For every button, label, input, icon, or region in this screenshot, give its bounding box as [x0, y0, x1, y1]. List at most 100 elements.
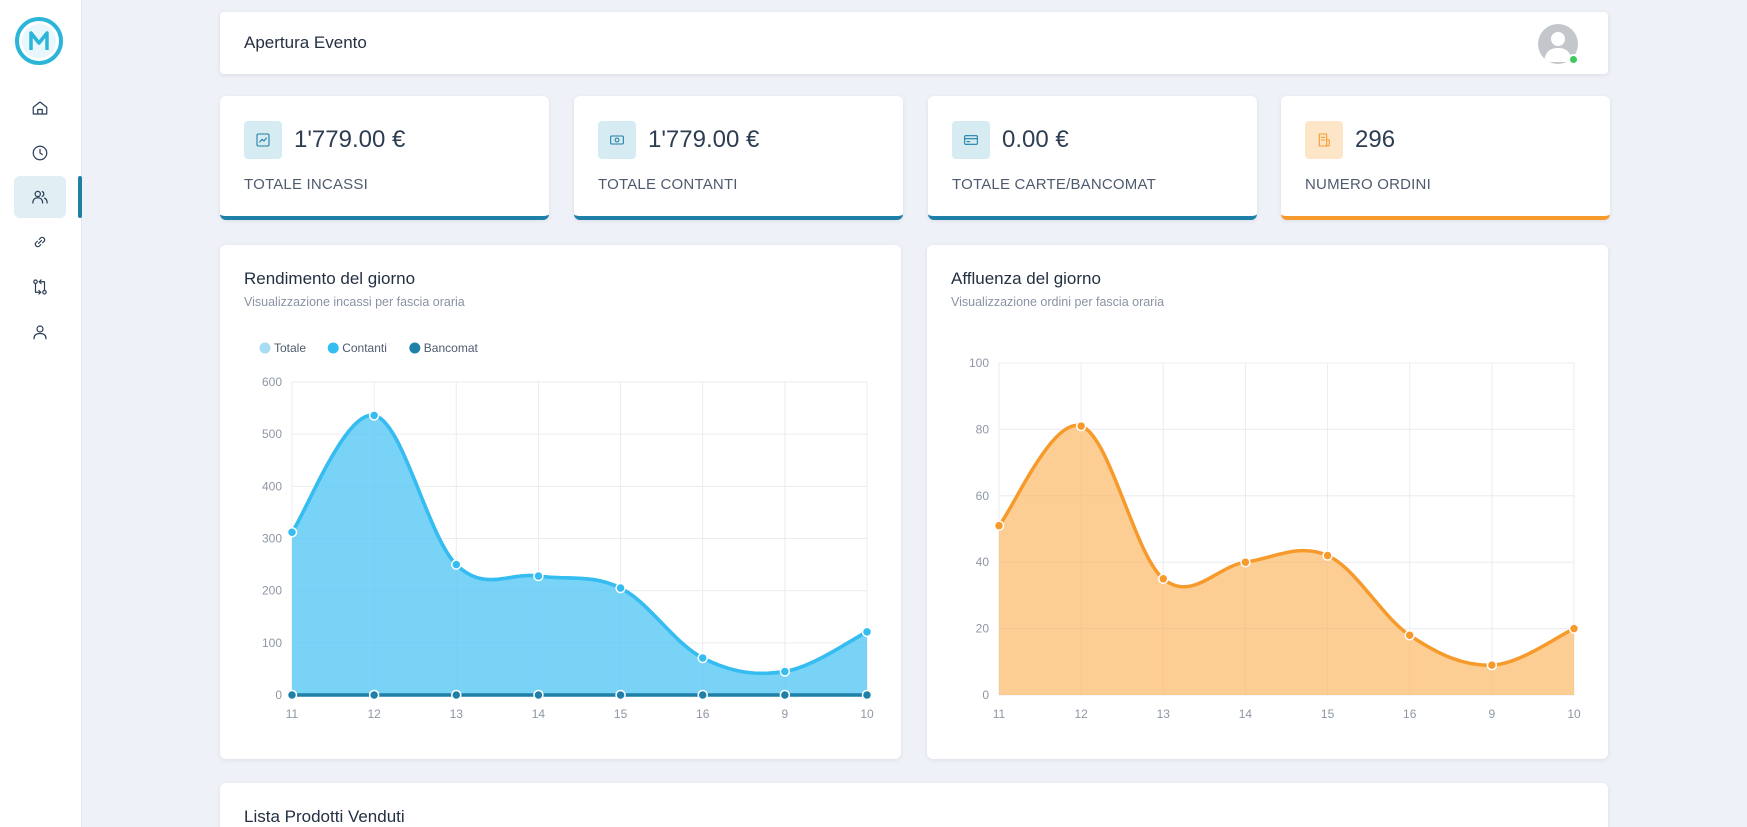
- data-point: [1404, 629, 1415, 641]
- x-tick-label: 14: [532, 707, 546, 721]
- data-point: [697, 689, 708, 701]
- data-point: [861, 689, 873, 701]
- data-point: [1486, 659, 1498, 671]
- clock-icon: [32, 145, 48, 161]
- home-icon: [32, 101, 48, 115]
- stat-label: TOTALE INCASSI: [244, 176, 368, 193]
- sidebar-item-users[interactable]: [14, 176, 66, 218]
- data-point: [615, 582, 626, 594]
- data-point: [1568, 623, 1580, 634]
- series-area: [999, 425, 1574, 695]
- active-indicator: [78, 176, 82, 218]
- stat-value: 1'779.00 €: [648, 126, 760, 153]
- data-point: [533, 689, 544, 701]
- y-tick-label: 0: [982, 688, 989, 702]
- traffic-chart-card: Affluenza del giorno Visualizzazione ord…: [927, 245, 1608, 759]
- revenue-chart-card: Rendimento del giorno Visualizzazione in…: [220, 245, 901, 759]
- legend-swatch: [409, 342, 421, 354]
- data-point: [533, 570, 544, 582]
- data-point: [1322, 550, 1333, 561]
- data-point: [1075, 420, 1087, 432]
- cash-icon: [598, 121, 636, 159]
- data-point: [286, 526, 298, 538]
- chart-title: Rendimento del giorno: [244, 269, 416, 288]
- stat-value: 0.00 €: [1002, 126, 1069, 153]
- data-point: [451, 559, 462, 570]
- revenue-chart: 0 100 200 300 400 500 600 11 12 13 14 15 16 9 10 Totale…: [259, 341, 874, 721]
- chart-title: Affluenza del giorno: [951, 269, 1101, 288]
- page-header: Apertura Evento: [220, 12, 1608, 74]
- x-tick-label: 9: [782, 707, 789, 721]
- sidebar-item-home[interactable]: [14, 87, 66, 129]
- stat-card-total-income: 1'779.00 € TOTALE INCASSI: [220, 96, 549, 220]
- stat-label: TOTALE CONTANTI: [598, 176, 738, 193]
- receipt-icon: [1305, 121, 1343, 159]
- online-status-indicator: [1568, 54, 1579, 65]
- x-tick-label: 9: [1489, 707, 1496, 721]
- stat-card-order-count: 296 NUMERO ORDINI: [1281, 96, 1610, 220]
- y-tick-label: 300: [262, 532, 282, 546]
- x-tick-label: 13: [1157, 707, 1171, 721]
- stat-value: 1'779.00 €: [294, 126, 406, 153]
- x-tick-label: 15: [1321, 707, 1335, 721]
- data-point: [368, 410, 380, 421]
- y-tick-label: 80: [976, 422, 990, 436]
- y-tick-label: 40: [976, 555, 990, 569]
- y-tick-label: 100: [262, 636, 282, 650]
- legend-swatch: [327, 342, 339, 354]
- y-tick-label: 400: [262, 479, 282, 493]
- sidebar-item-transfers[interactable]: [14, 266, 66, 308]
- sidebar-item-profile[interactable]: [14, 311, 66, 353]
- sold-products-card: Lista Prodotti Venduti: [220, 783, 1608, 827]
- stat-card-total-cards: 0.00 € TOTALE CARTE/BANCOMAT: [928, 96, 1257, 220]
- y-tick-label: 20: [976, 622, 990, 636]
- data-point: [368, 689, 380, 701]
- traffic-chart: 0 20 40 60 80 100 11 12 13 14 15 16 9 10: [969, 356, 1581, 721]
- chart-legend: Totale Contanti Bancomat: [259, 341, 479, 355]
- git-compare-icon: [33, 279, 47, 295]
- data-point: [779, 689, 791, 701]
- stat-label: NUMERO ORDINI: [1305, 176, 1431, 193]
- legend-swatch: [259, 342, 271, 354]
- series-area: [292, 415, 867, 695]
- data-point: [993, 520, 1005, 531]
- app-logo[interactable]: [14, 16, 64, 66]
- data-point: [286, 689, 298, 701]
- series-bancomat: [286, 689, 873, 701]
- series-orders: [993, 420, 1580, 695]
- data-point: [1158, 573, 1169, 585]
- link-icon: [34, 236, 46, 248]
- page-title: Apertura Evento: [244, 33, 367, 52]
- y-tick-label: 0: [275, 688, 282, 702]
- x-tick-label: 11: [286, 707, 299, 721]
- stat-value: 296: [1355, 126, 1396, 153]
- sidebar-item-links[interactable]: [14, 221, 66, 263]
- x-tick-label: 10: [860, 707, 874, 721]
- x-tick-label: 10: [1567, 707, 1581, 721]
- y-tick-label: 100: [969, 356, 989, 370]
- x-tick-label: 13: [450, 707, 464, 721]
- x-tick-label: 14: [1239, 707, 1253, 721]
- data-point: [615, 689, 626, 701]
- legend-label: Bancomat: [424, 341, 479, 355]
- x-tick-label: 11: [993, 707, 1006, 721]
- x-tick-label: 15: [614, 707, 628, 721]
- sidebar-item-history[interactable]: [14, 132, 66, 174]
- chart-subtitle: Visualizzazione ordini per fascia oraria: [951, 295, 1165, 309]
- avatar[interactable]: [1538, 24, 1578, 64]
- x-tick-label: 16: [1403, 707, 1417, 721]
- data-point: [861, 626, 873, 638]
- user-icon: [33, 325, 47, 340]
- section-title: Lista Prodotti Venduti: [244, 807, 405, 826]
- y-tick-label: 60: [976, 489, 990, 503]
- legend-label: Contanti: [342, 341, 387, 355]
- x-tick-label: 12: [367, 707, 381, 721]
- chart-subtitle: Visualizzazione incassi per fascia orari…: [244, 295, 465, 309]
- data-point: [697, 652, 708, 664]
- y-tick-label: 600: [262, 375, 282, 389]
- users-icon: [32, 190, 48, 204]
- credit-card-icon: [952, 121, 990, 159]
- chart-icon: [244, 121, 282, 159]
- avatar-person-icon: [1544, 32, 1572, 62]
- x-tick-label: 12: [1074, 707, 1088, 721]
